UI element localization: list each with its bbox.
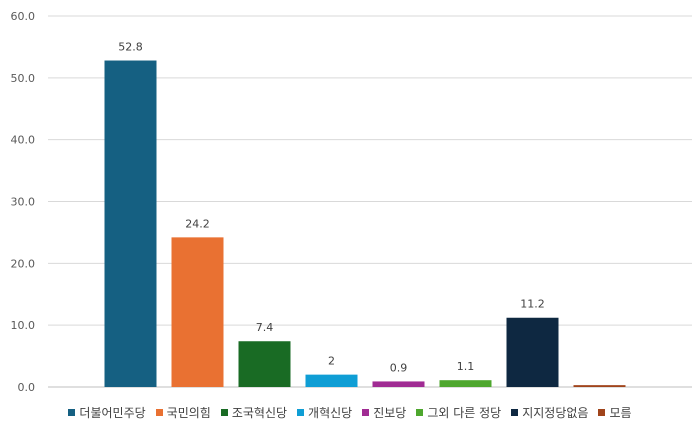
legend: 더불어민주당 국민의힘 조국혁신당 개혁신당 진보당 그외 다른 정당 지지정당없음 모름 — [0, 404, 700, 421]
legend-item: 조국혁신당 — [220, 404, 288, 421]
legend-item: 모름 — [598, 404, 632, 421]
y-tick-label: 20.0 — [11, 257, 36, 270]
bar-6 — [439, 380, 492, 387]
data-label: 11.2 — [520, 298, 545, 311]
bar-5 — [372, 381, 425, 387]
data-label: 2 — [328, 355, 335, 368]
legend-item: 지지정당없음 — [511, 404, 588, 421]
legend-label: 국민의힘 — [166, 406, 211, 420]
legend-swatch — [297, 409, 305, 416]
legend-swatch — [68, 409, 76, 416]
bar-2 — [171, 237, 224, 387]
legend-swatch — [155, 409, 163, 416]
y-tick-label: 50.0 — [11, 72, 36, 85]
bar-4 — [305, 374, 358, 387]
y-tick-label: 0.0 — [18, 381, 36, 394]
legend-label: 그외 다른 정당 — [427, 406, 502, 420]
legend-swatch — [220, 409, 228, 416]
bar-3 — [238, 341, 291, 387]
legend-item: 국민의힘 — [155, 404, 211, 421]
legend-swatch — [362, 409, 370, 416]
legend-item: 진보당 — [362, 404, 406, 421]
legend-label: 개혁신당 — [308, 406, 353, 420]
legend-swatch — [416, 409, 424, 416]
y-tick-label: 60.0 — [11, 10, 36, 23]
data-label: 52.8 — [118, 41, 143, 54]
legend-swatch — [511, 409, 519, 416]
bar-7 — [506, 317, 559, 387]
bar-8 — [573, 385, 626, 387]
y-tick-label: 30.0 — [11, 196, 36, 209]
y-tick-label: 40.0 — [11, 134, 36, 147]
legend-item: 더불어민주당 — [68, 404, 146, 421]
legend-label: 진보당 — [373, 406, 407, 420]
bar-1 — [104, 60, 157, 388]
legend-label: 지지정당없음 — [522, 406, 589, 420]
data-label: 1.1 — [457, 360, 475, 373]
data-label: 0.9 — [390, 361, 408, 374]
legend-label: 더불어민주당 — [79, 406, 146, 420]
legend-item: 그외 다른 정당 — [416, 404, 501, 421]
legend-label: 조국혁신당 — [231, 406, 288, 420]
legend-item: 개혁신당 — [297, 404, 352, 421]
data-label: 7.4 — [256, 321, 274, 334]
legend-label: 모름 — [609, 406, 632, 420]
legend-swatch — [598, 409, 606, 416]
data-label: 24.2 — [185, 217, 210, 230]
y-tick-label: 10.0 — [11, 319, 36, 332]
